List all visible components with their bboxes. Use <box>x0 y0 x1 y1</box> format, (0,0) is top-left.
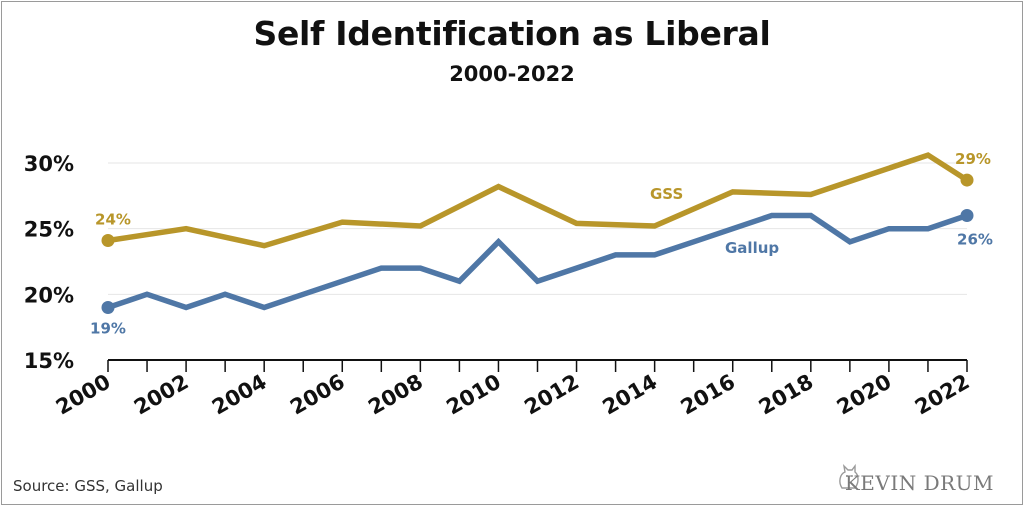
x-tick-label: 2008 <box>364 370 427 420</box>
x-tick-label: 2012 <box>520 370 583 420</box>
x-tick-label: 2002 <box>130 370 193 420</box>
series-line-gallup <box>107 212 968 311</box>
x-tick-label: 2004 <box>208 370 271 420</box>
x-tick-label: 2020 <box>833 370 896 420</box>
source-note: Source: GSS, Gallup <box>13 477 163 495</box>
series-end-point-gss <box>960 173 974 187</box>
data-label-end-gallup: 26% <box>957 231 993 249</box>
series-line-gss <box>107 152 969 249</box>
x-tick-label: 2006 <box>286 370 349 420</box>
y-tick-label: 30% <box>24 152 74 176</box>
chart-title: Self Identification as Liberal <box>253 14 771 53</box>
x-tick-label: 2010 <box>442 370 505 420</box>
brand-logo-text: KEVIN DRUM <box>844 471 994 495</box>
y-tick-label: 20% <box>24 283 74 307</box>
data-label-start-gallup: 19% <box>90 319 126 337</box>
x-tick-label: 2000 <box>52 370 115 420</box>
cat-logo-icon <box>839 463 859 489</box>
series-end-point-gallup <box>960 209 974 223</box>
y-tick-label: 15% <box>24 349 74 373</box>
x-tick-label: 2016 <box>677 370 740 420</box>
chart-subtitle: 2000-2022 <box>449 62 575 86</box>
x-tick-label: 2022 <box>911 370 974 420</box>
series-label-gss: GSS <box>650 185 683 203</box>
data-label-end-gss: 29% <box>955 150 991 168</box>
series-start-point-gallup <box>101 300 115 314</box>
x-tick-label: 2014 <box>599 370 662 420</box>
series-start-point-gss <box>101 233 115 247</box>
data-label-start-gss: 24% <box>95 210 131 228</box>
y-tick-label: 25% <box>24 218 74 242</box>
series-label-gallup: Gallup <box>725 239 779 257</box>
x-tick-label: 2018 <box>755 370 818 420</box>
